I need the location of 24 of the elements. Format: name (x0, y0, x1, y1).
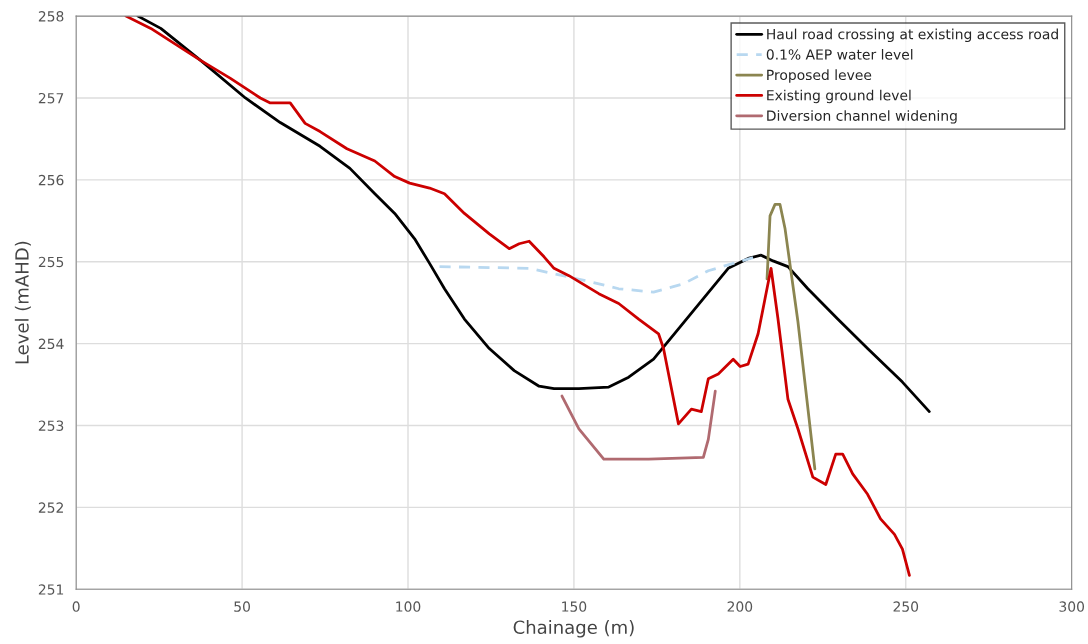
y-tick-label: 251 (38, 584, 64, 595)
x-tick-label: 0 (72, 601, 80, 612)
y-tick-label: 256 (38, 174, 64, 186)
y-tick-label: 255 (38, 256, 64, 268)
y-tick-label: 252 (38, 502, 63, 513)
x-tick-label: 250 (893, 601, 919, 612)
x-tick-label: 150 (562, 601, 587, 612)
x-tick-label: 100 (396, 601, 421, 612)
line-series (765, 203, 817, 471)
x-tick-label: 200 (727, 601, 753, 612)
legend-label: Haul road crossing at existing access road (767, 28, 1058, 43)
y-tick-label: 257 (38, 92, 64, 104)
y-tick-label: 258 (38, 11, 64, 22)
legend-label: Existing ground level (767, 89, 911, 104)
legend-label: Proposed levee (767, 69, 872, 83)
x-tick-label: 50 (234, 601, 250, 612)
legend-label: Diversion channel widening (767, 110, 957, 124)
y-axis-title: Level (mAHD) (14, 241, 31, 364)
legend-label: 0.1% AEP water level (766, 48, 913, 60)
y-tick-label: 253 (38, 420, 64, 431)
x-tick-label: 300 (1059, 601, 1085, 612)
x-axis-title: Chainage (m) (513, 620, 634, 638)
line-series (560, 389, 717, 461)
y-tick-label: 254 (38, 338, 64, 350)
